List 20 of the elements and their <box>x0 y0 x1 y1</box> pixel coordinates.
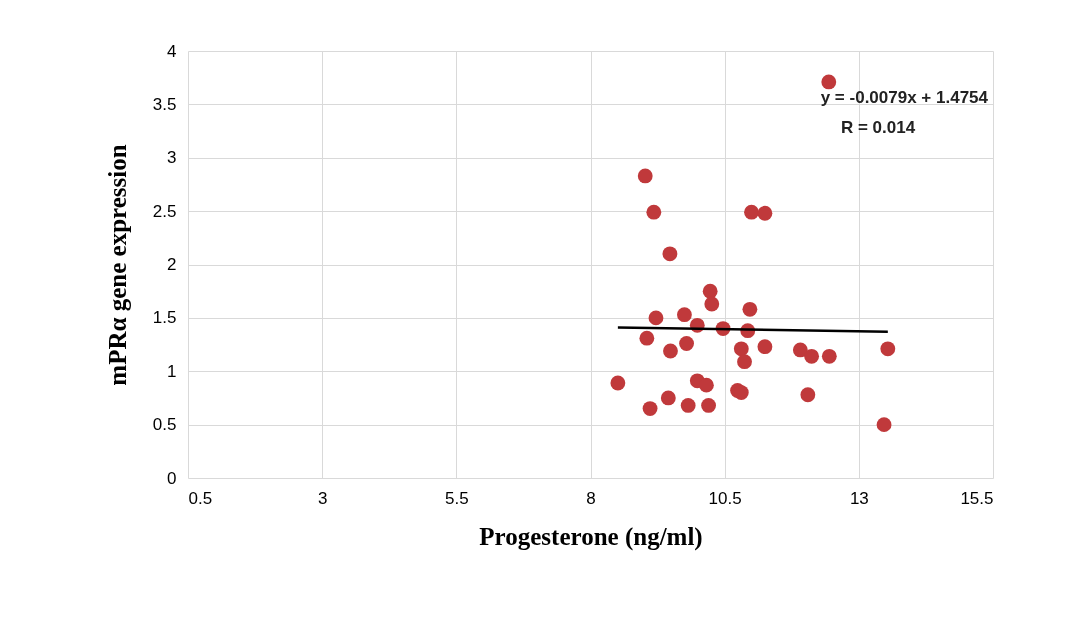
y-tick-label: 0 <box>167 468 177 488</box>
x-tick-label: 8 <box>586 488 596 508</box>
y-tick-label: 3.5 <box>152 94 177 114</box>
x-tick-label: 3 <box>317 488 328 508</box>
x-tick-label: 15.5 <box>960 488 994 508</box>
x-axis-title: Progesterone (ng/ml) <box>479 522 703 551</box>
y-tick-label: 0.5 <box>152 415 177 435</box>
y-tick-label: 1.5 <box>152 308 177 328</box>
y-tick-label: 4 <box>167 41 177 61</box>
y-tick-label: 2.5 <box>152 201 177 221</box>
x-tick-label: 13 <box>849 488 869 508</box>
annotation: R = 0.014 <box>840 118 916 137</box>
y-axis-title: mPRα gene expression <box>103 144 131 386</box>
y-tick-label: 3 <box>167 148 177 168</box>
y-tick-label: 1 <box>167 361 177 381</box>
x-tick-label: 10.5 <box>708 488 742 508</box>
y-tick-label: 2 <box>167 255 177 274</box>
x-tick-label: 0.5 <box>188 488 213 508</box>
x-tick-label: 5.5 <box>445 488 469 508</box>
annotation: y = -0.0079x + 1.4754 <box>820 88 989 107</box>
